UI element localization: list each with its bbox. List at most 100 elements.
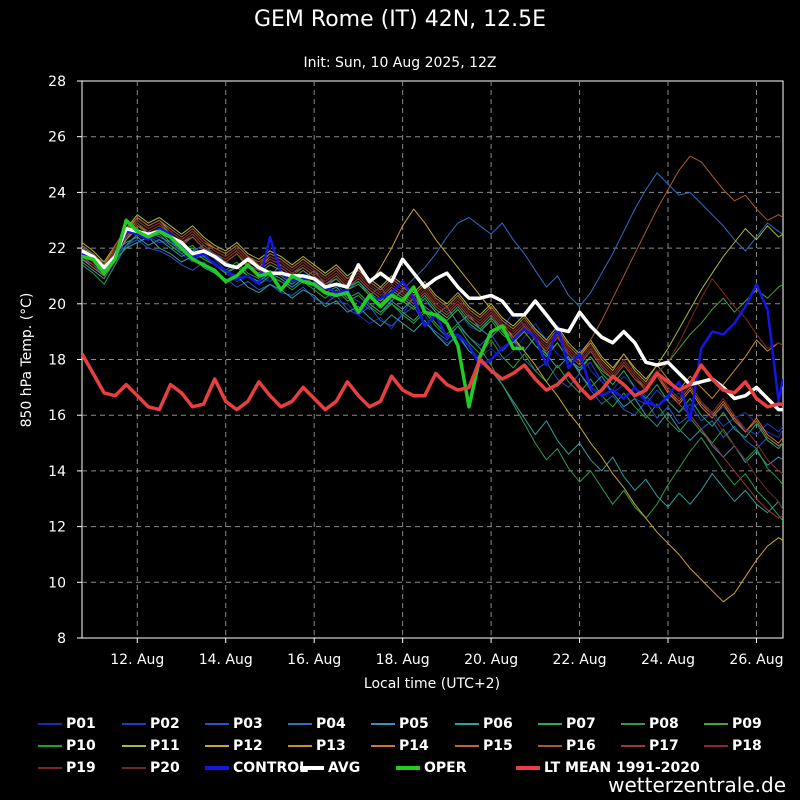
legend-swatch xyxy=(621,745,645,747)
legend-item: P15 xyxy=(455,735,513,757)
x-axis-label: Local time (UTC+2) xyxy=(364,676,500,692)
legend-item: P07 xyxy=(538,713,596,735)
legend-swatch xyxy=(621,723,645,725)
series-line-p17 xyxy=(82,225,783,519)
chart-subtitle: Init: Sun, 10 Aug 2025, 12Z xyxy=(303,55,496,71)
x-tick-label: 22. Aug xyxy=(553,652,607,668)
legend-label: P04 xyxy=(316,716,346,732)
legend-label: P02 xyxy=(150,716,180,732)
legend-item: P09 xyxy=(704,713,762,735)
legend-item: P02 xyxy=(122,713,180,735)
legend-item: P04 xyxy=(288,713,346,735)
legend-swatch xyxy=(205,745,229,747)
legend-row: P01 P02 P03 P04 P05 P06 P07 P08 P09 xyxy=(38,713,798,735)
legend-label: P15 xyxy=(483,738,513,754)
chart-legend: P01 P02 P03 P04 P05 P06 P07 P08 P09 P10 P11 P12 P13 P… xyxy=(38,713,798,779)
legend-item: P20 xyxy=(122,757,180,779)
legend-swatch xyxy=(371,745,395,747)
legend-label: P20 xyxy=(150,760,180,776)
y-tick-label: 10 xyxy=(48,575,66,591)
legend-swatch xyxy=(122,745,146,747)
y-tick-label: 26 xyxy=(48,130,66,146)
y-axis-label: 850 hPa Temp. (°C) xyxy=(19,293,35,428)
legend-item: CONTROL xyxy=(205,757,308,779)
legend-label: P12 xyxy=(233,738,263,754)
y-tick-label: 8 xyxy=(57,631,66,647)
legend-label: P05 xyxy=(399,716,429,732)
x-tick-label: 24. Aug xyxy=(641,652,695,668)
legend-row: P19 P20 CONTROL AVG OPER LT MEAN 1991-2020 xyxy=(38,757,798,779)
legend-item: P01 xyxy=(38,713,96,735)
legend-swatch xyxy=(205,766,229,770)
y-tick-label: 22 xyxy=(48,241,66,257)
legend-label: AVG xyxy=(328,760,361,776)
series-line-p04 xyxy=(82,172,783,308)
legend-swatch xyxy=(122,723,146,725)
legend-label: P14 xyxy=(399,738,429,754)
legend-label: P16 xyxy=(566,738,596,754)
legend-swatch xyxy=(122,767,146,769)
legend-label: CONTROL xyxy=(233,760,309,776)
y-axis-ticks: 8 10 12 14 16 18 20 22 24 26 28 xyxy=(48,74,82,647)
legend-label: P07 xyxy=(566,716,596,732)
legend-item: AVG xyxy=(300,757,360,779)
legend-item: P06 xyxy=(455,713,513,735)
legend-label: LT MEAN 1991-2020 xyxy=(544,760,700,776)
legend-swatch xyxy=(288,745,312,747)
legend-item: OPER xyxy=(396,757,467,779)
x-tick-label: 20. Aug xyxy=(464,652,518,668)
series-line-p11 xyxy=(82,214,783,380)
legend-swatch xyxy=(38,767,62,769)
legend-swatch xyxy=(396,766,420,770)
series-line-oper xyxy=(82,218,525,409)
x-tick-label: 12. Aug xyxy=(110,652,164,668)
legend-item: P17 xyxy=(621,735,679,757)
legend-swatch xyxy=(300,766,324,770)
legend-label: P03 xyxy=(233,716,263,732)
legend-swatch xyxy=(38,723,62,725)
legend-swatch xyxy=(455,723,479,725)
legend-swatch xyxy=(288,723,312,725)
legend-swatch xyxy=(38,745,62,747)
legend-label: P06 xyxy=(483,716,513,732)
grid-lines xyxy=(82,81,783,638)
legend-label: P01 xyxy=(66,716,96,732)
legend-label: P13 xyxy=(316,738,346,754)
chart-title: GEM Rome (IT) 42N, 12.5E xyxy=(254,7,546,32)
legend-swatch xyxy=(538,723,562,725)
plot-area xyxy=(81,80,784,639)
legend-item: P12 xyxy=(205,735,263,757)
legend-swatch xyxy=(371,723,395,725)
legend-item: P05 xyxy=(371,713,429,735)
legend-item: P14 xyxy=(371,735,429,757)
legend-item: P18 xyxy=(704,735,762,757)
series-line-lt-mean-1991-2020 xyxy=(82,353,783,412)
legend-swatch xyxy=(455,745,479,747)
legend-swatch xyxy=(704,745,728,747)
legend-label: P17 xyxy=(649,738,679,754)
series-line-p16 xyxy=(82,155,783,358)
legend-label: P09 xyxy=(732,716,762,732)
ensemble-chart: GEM Rome (IT) 42N, 12.5E Init: Sun, 10 A… xyxy=(19,7,784,692)
x-tick-label: 14. Aug xyxy=(199,652,253,668)
legend-item: P03 xyxy=(205,713,263,735)
legend-label: P18 xyxy=(732,738,762,754)
series-line-p19 xyxy=(82,222,783,388)
legend-label: P08 xyxy=(649,716,679,732)
legend-swatch xyxy=(538,745,562,747)
legend-item: P16 xyxy=(538,735,596,757)
y-tick-label: 28 xyxy=(48,74,66,90)
y-tick-label: 18 xyxy=(48,353,66,369)
legend-swatch xyxy=(704,723,728,725)
x-tick-label: 18. Aug xyxy=(376,652,430,668)
legend-label: P19 xyxy=(66,760,96,776)
watermark: wetterzentrale.de xyxy=(608,773,786,797)
legend-item: P11 xyxy=(122,735,180,757)
series-line-avg xyxy=(82,226,783,412)
legend-swatch xyxy=(516,766,540,770)
x-tick-label: 26. Aug xyxy=(729,652,783,668)
x-tick-label: 16. Aug xyxy=(287,652,341,668)
x-axis-ticks: 12. Aug 14. Aug 16. Aug 18. Aug 20. Aug 22. A… xyxy=(110,638,783,668)
legend-label: P10 xyxy=(66,738,96,754)
y-tick-label: 12 xyxy=(48,520,66,536)
